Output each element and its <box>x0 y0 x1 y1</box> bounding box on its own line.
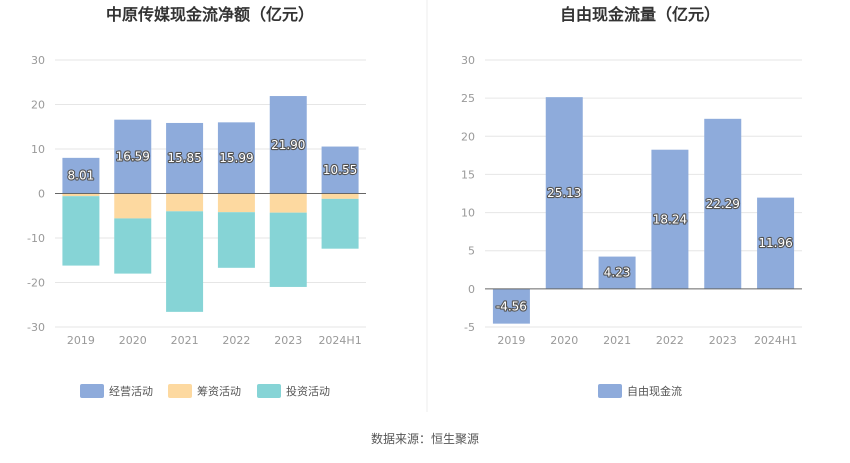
chart1-legend-label: 筹资活动 <box>197 384 241 398</box>
chart1-y-tick-label: 0 <box>38 188 45 201</box>
chart1-data-label: 15.85 <box>167 151 201 165</box>
chart2-x-tick-label: 2021 <box>603 334 631 347</box>
chart2-data-label: 25.13 <box>547 186 581 200</box>
chart2-y-tick-label: -5 <box>464 321 475 334</box>
chart1-title: 中原传媒现金流净额（亿元） <box>106 5 314 24</box>
chart2-x-tick-label: 2023 <box>709 334 737 347</box>
chart1-bar-1 <box>166 122 204 194</box>
chart2-bar-1 <box>651 149 689 289</box>
chart1-x-tick-label: 2020 <box>119 334 147 347</box>
chart1-y-tick-label: -20 <box>27 277 45 290</box>
chart1-y-tick-label: 30 <box>31 54 45 67</box>
chart2-bar-1 <box>492 288 530 324</box>
chart2-y-tick-label: 10 <box>461 207 475 220</box>
chart2-data-label: 22.29 <box>706 197 740 211</box>
chart1-x-tick-label: 2021 <box>171 334 199 347</box>
chart1-bar-1 <box>114 119 152 194</box>
chart2-x-tick-label: 2019 <box>497 334 525 347</box>
chart1-y-tick-label: 10 <box>31 143 45 156</box>
data-source: 数据来源：恒生聚源 <box>371 431 479 446</box>
chart2-bar-1 <box>757 197 795 289</box>
chart2-y-tick-label: 15 <box>461 168 475 181</box>
chart1-bar-2 <box>62 193 100 197</box>
chart1-x-tick-label: 2019 <box>67 334 95 347</box>
chart1-bar-2 <box>217 193 255 213</box>
chart1-y-tick-label: 20 <box>31 99 45 112</box>
chart1-bar-1 <box>62 157 100 194</box>
chart2-y-tick-label: 5 <box>468 245 475 258</box>
chart2-bar-1 <box>598 256 636 289</box>
chart1-bar-3 <box>62 196 100 266</box>
chart2-y-tick-label: 30 <box>461 54 475 67</box>
chart1-y-tick-label: -10 <box>27 232 45 245</box>
chart1-bar-2 <box>114 193 152 219</box>
chart2-legend-swatch <box>598 384 622 398</box>
chart2-data-label: 18.24 <box>653 212 687 226</box>
chart2-title: 自由现金流量（亿元） <box>560 5 720 24</box>
chart1-data-label: 16.59 <box>116 150 150 164</box>
chart2-x-tick-label: 2024H1 <box>754 334 797 347</box>
chart1-bar-2 <box>321 193 359 199</box>
chart2-bar-1 <box>545 97 583 289</box>
chart1-x-tick-label: 2023 <box>274 334 302 347</box>
chart2-x-tick-label: 2022 <box>656 334 684 347</box>
chart1-bar-3 <box>321 198 359 249</box>
chart1-legend-label: 投资活动 <box>286 384 330 398</box>
chart2-legend-label: 自由现金流 <box>627 384 682 398</box>
chart1-legend-swatch <box>168 384 192 398</box>
chart1-data-label: 10.55 <box>323 163 357 177</box>
chart1-bar-1 <box>321 146 359 194</box>
chart2-data-label: 4.23 <box>604 266 631 280</box>
chart2-y-tick-label: 25 <box>461 92 475 105</box>
chart2-data-label: 11.96 <box>758 236 792 250</box>
chart1-bar-3 <box>269 212 307 287</box>
chart1-bar-2 <box>166 193 204 212</box>
chart2-data-label: -4.56 <box>496 299 527 313</box>
chart1-bar-1 <box>217 122 255 194</box>
chart2-y-tick-label: 0 <box>468 283 475 296</box>
chart1-x-tick-label: 2024H1 <box>318 334 361 347</box>
chart1-bar-3 <box>166 211 204 312</box>
chart1-legend-label: 经营活动 <box>109 384 153 398</box>
chart1-y-tick-label: -30 <box>27 321 45 334</box>
chart1-legend-swatch <box>80 384 104 398</box>
chart1-legend-swatch <box>257 384 281 398</box>
chart2-y-tick-label: 20 <box>461 130 475 143</box>
chart1-bar-3 <box>217 212 255 268</box>
chart1-bar-1 <box>269 96 307 194</box>
chart2-x-tick-label: 2020 <box>550 334 578 347</box>
chart1-data-label: 15.99 <box>219 151 253 165</box>
chart2-bar-1 <box>704 118 742 289</box>
chart1-bar-3 <box>114 218 152 274</box>
chart1-data-label: 8.01 <box>68 169 95 183</box>
chart1-bar-2 <box>269 193 307 213</box>
chart1-data-label: 21.90 <box>271 138 305 152</box>
chart1-x-tick-label: 2022 <box>222 334 250 347</box>
